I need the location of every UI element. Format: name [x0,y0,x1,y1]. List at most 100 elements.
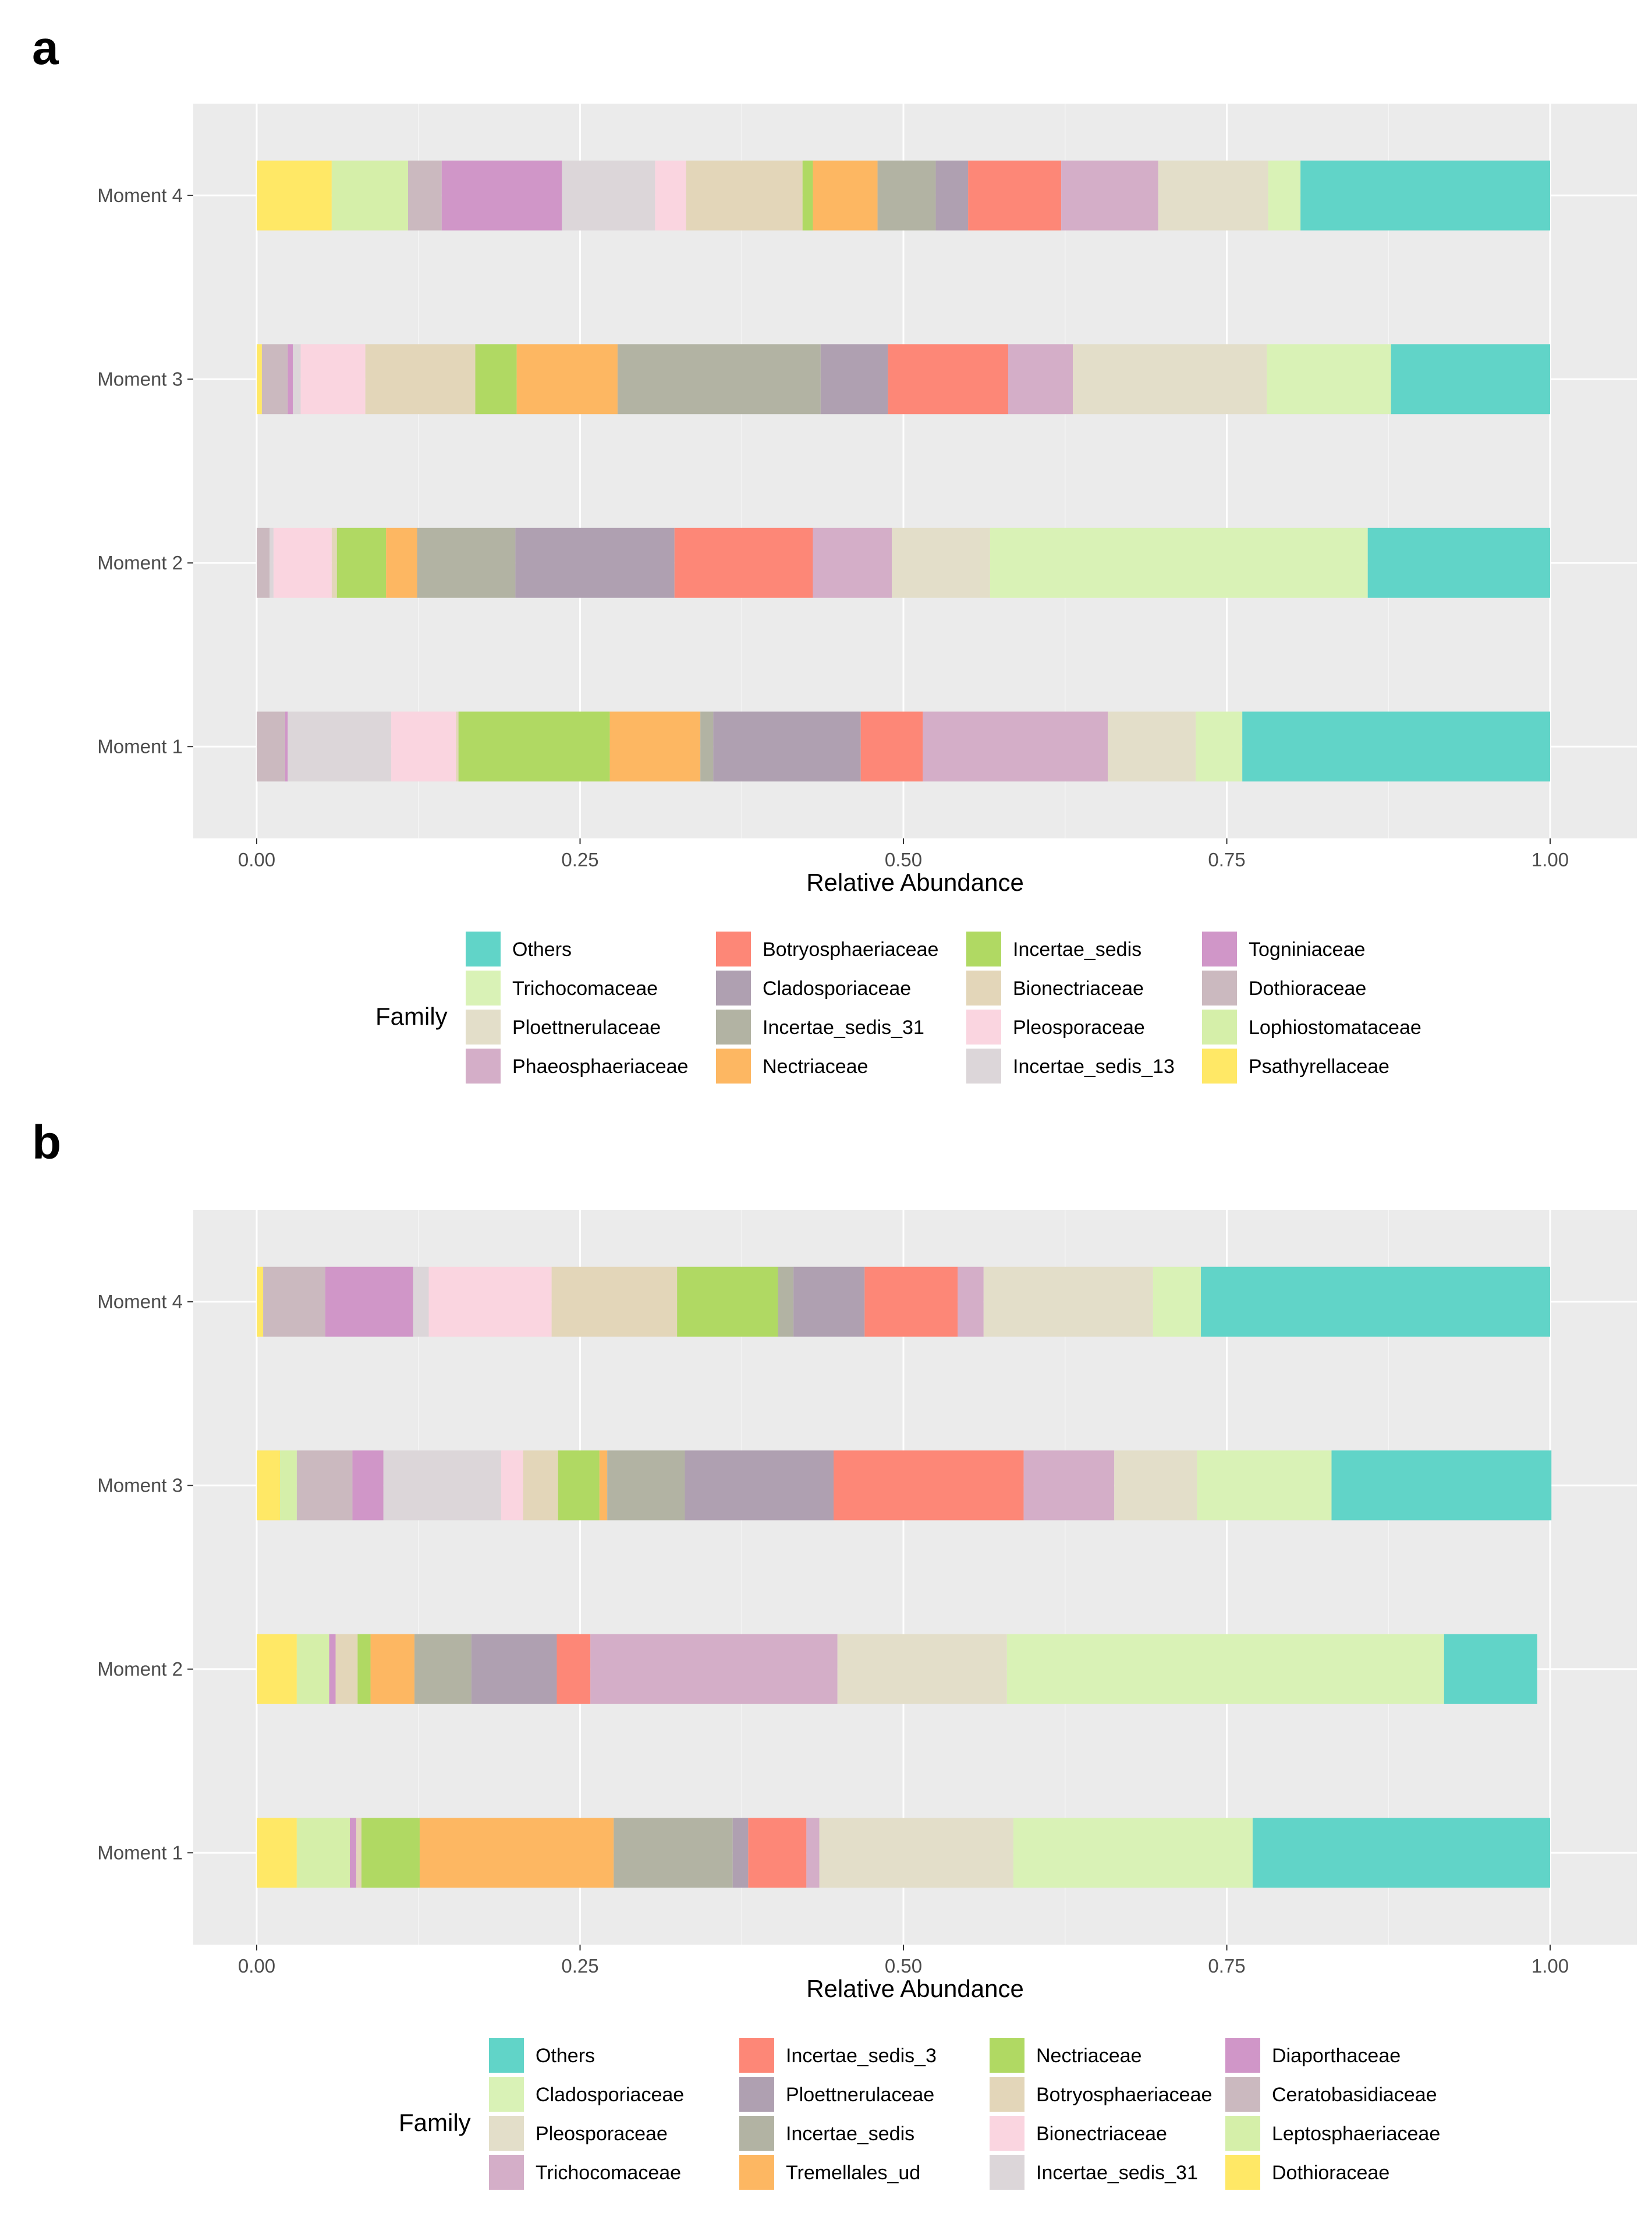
bar-segment-nectriaceae-moment-2 [386,527,417,598]
legend-label-pleosporaceae: Pleosporaceae [536,2123,668,2145]
legend-swatch-togniniaceae [1202,932,1237,966]
bar-segment-incertae-sedis-3-moment-4 [864,1266,958,1337]
legend-label-diaporthaceae: Diaporthaceae [1272,2045,1401,2067]
bar-segment-pleosporaceae-moment-1 [391,711,456,782]
bar-segment-pleosporaceae-moment-4 [655,160,686,231]
legend-swatch-cladosporiaceae [489,2077,524,2112]
bar-segment-cladosporiaceae-moment-4 [1153,1266,1201,1337]
legend-label-botryosphaeriaceae: Botryosphaeriaceae [1036,2084,1212,2106]
bar-segment-others-moment-2 [1444,1634,1537,1704]
bar-segment-botryosphaeriaceae-moment-1 [356,1818,361,1888]
legend-a: Others Trichocomaceae Ploettnerulaceae Phae… [466,932,1421,1084]
legend-swatch-lophiostomataceae [1202,1010,1237,1045]
bar-segment-incertae-sedis-moment-3 [475,344,517,415]
bar-segment-ceratobasidiaceae-moment-3 [296,1450,353,1521]
bar-segment-ploettnerulaceae-moment-3 [1073,344,1267,415]
legend-swatch-bionectriaceae [990,2116,1024,2151]
bar-segment-others-moment-1 [1252,1818,1550,1888]
legend-swatch-cladosporiaceae [716,971,751,1006]
x-tick-label: 0.50 [885,1955,922,1977]
legend-label-others: Others [512,939,572,961]
y-axis-a: Moment 1 Moment 2 Moment 3 Moment 4 [97,185,193,757]
bar-segment-botryosphaeriaceae-moment-3 [888,344,1008,415]
bar-segment-incertae-sedis-moment-4 [778,1266,794,1337]
bar-segment-nectriaceae-moment-4 [813,160,878,231]
bar-segment-incertae-sedis-13-moment-3 [293,344,301,415]
legend-swatch-dothioraceae [1202,971,1237,1006]
legend-swatch-botryosphaeriaceae [990,2077,1024,2112]
legend-swatch-incertae-sedis-3 [739,2038,774,2073]
bars-a [257,160,1550,782]
x-tick-label: 0.00 [238,1955,275,1977]
bar-segment-togniniaceae-moment-4 [441,160,562,231]
bar-segment-pleosporaceae-moment-2 [837,1634,1007,1704]
bar-segment-leptosphaeriaceae-moment-3 [279,1450,297,1521]
bar-segment-botryosphaeriaceae-moment-2 [335,1634,358,1704]
legend-swatch-dothioraceae [1225,2155,1260,2190]
bar-segment-phaeosphaeriaceae-moment-3 [1008,344,1073,415]
bar-segment-pleosporaceae-moment-3 [1114,1450,1197,1521]
bar-segment-dothioraceae-moment-4 [407,160,442,231]
x-tick-label: 1.00 [1532,1955,1569,1977]
legend-label-pleosporaceae: Pleosporaceae [1013,1017,1145,1039]
bar-segment-botryosphaeriaceae-moment-4 [551,1266,678,1337]
panel-label-b: b [32,1116,61,1169]
bar-segment-pleosporaceae-moment-3 [300,344,366,415]
bar-segment-togniniaceae-moment-3 [288,344,293,415]
legend-label-bionectriaceae: Bionectriaceae [1036,2123,1167,2145]
y-tick-label: Moment 1 [97,1842,183,1863]
x-axis-a: 0.00 0.25 0.50 0.75 1.00 [238,838,1569,870]
legend-b: Others Cladosporiaceae Pleosporaceae Tricho… [489,2038,1440,2190]
legend-swatch-trichocomaceae [466,971,501,1006]
legend-swatch-incertae-sedis-31 [716,1010,751,1045]
legend-label-dothioraceae: Dothioraceae [1249,978,1366,1000]
legend-swatch-pleosporaceae [966,1010,1001,1045]
bars-b [257,1266,1552,1888]
bar-segment-trichocomaceae-moment-4 [958,1266,984,1337]
bar-segment-trichocomaceae-moment-3 [1267,344,1391,415]
bar-segment-incertae-sedis-31-moment-3 [617,344,821,415]
legend-label-dothioraceae: Dothioraceae [1272,2162,1389,2184]
bar-segment-ploettnerulaceae-moment-2 [892,527,990,598]
legend-swatch-botryosphaeriaceae [716,932,751,966]
bar-segment-nectriaceae-moment-1 [609,711,701,782]
bar-segment-ploettnerulaceae-moment-3 [685,1450,834,1521]
bar-segment-psathyrellaceae-moment-3 [257,344,262,415]
bar-segment-cladosporiaceae-moment-2 [515,527,675,598]
bar-segment-incertae-sedis-31-moment-3 [383,1450,501,1521]
bar-segment-dothioraceae-moment-3 [257,1450,280,1521]
bar-segment-others-moment-2 [1367,527,1550,598]
legend-swatch-bionectriaceae [966,971,1001,1006]
bar-segment-dothioraceae-moment-4 [257,1266,264,1337]
bar-segment-diaporthaceae-moment-3 [352,1450,384,1521]
legend-swatch-incertae-sedis-13 [966,1049,1001,1084]
bar-segment-ploettnerulaceae-moment-1 [732,1818,749,1888]
bar-segment-botryosphaeriaceae-moment-4 [968,160,1062,231]
legend-swatch-trichocomaceae [489,2155,524,2190]
bar-segment-diaporthaceae-moment-1 [349,1818,357,1888]
bar-segment-others-moment-4 [1300,160,1550,231]
bar-segment-cladosporiaceae-moment-1 [713,711,861,782]
bar-segment-ploettnerulaceae-moment-4 [793,1266,865,1337]
bar-segment-nectriaceae-moment-2 [357,1634,371,1704]
bar-segment-psathyrellaceae-moment-4 [257,160,332,231]
y-tick-label: Moment 4 [97,185,183,206]
bar-segment-leptosphaeriaceae-moment-2 [296,1634,329,1704]
bar-segment-pleosporaceae-moment-1 [819,1818,1013,1888]
bar-segment-tremellales-ud-moment-3 [599,1450,608,1521]
x-axis-b: 0.00 0.25 0.50 0.75 1.00 [238,1945,1569,1977]
bar-segment-dothioraceae-moment-1 [257,711,285,782]
bar-segment-nectriaceae-moment-4 [677,1266,778,1337]
legend-label-incertae-sedis-3: Incertae_sedis_3 [786,2045,937,2067]
legend-label-ploettnerulaceae: Ploettnerulaceae [786,2084,934,2106]
bar-segment-others-moment-3 [1391,344,1550,415]
bar-segment-bionectriaceae-moment-2 [331,527,337,598]
legend-label-ploettnerulaceae: Ploettnerulaceae [512,1017,661,1039]
legend-swatch-ploettnerulaceae [466,1010,501,1045]
bar-segment-dothioraceae-moment-1 [257,1818,297,1888]
bar-segment-diaporthaceae-moment-4 [325,1266,413,1337]
bar-segment-bionectriaceae-moment-4 [428,1266,552,1337]
bar-segment-bionectriaceae-moment-3 [501,1450,523,1521]
x-tick-label: 0.50 [885,849,922,870]
